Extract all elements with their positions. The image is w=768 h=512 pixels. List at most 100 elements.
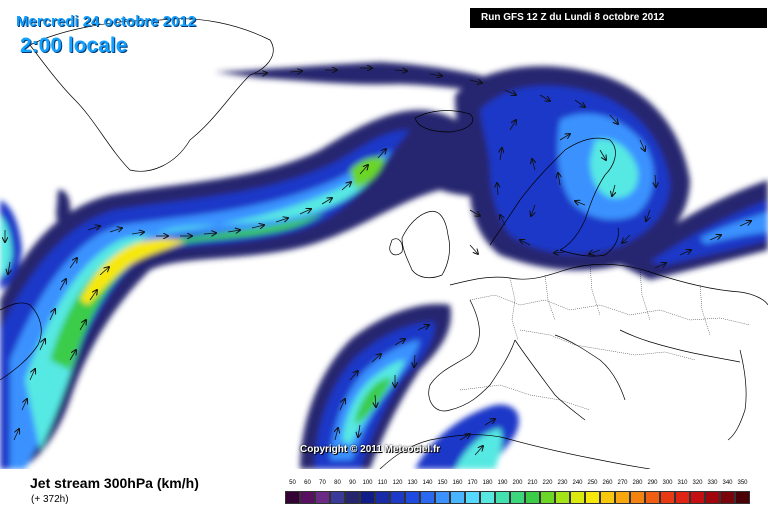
wind-arrow <box>109 228 122 232</box>
wind-arrow <box>679 250 691 256</box>
wind-arrow <box>575 201 586 205</box>
scale-value-label: 50 <box>289 480 296 486</box>
scale-swatch <box>630 491 645 504</box>
scale-value-label: 320 <box>692 480 703 486</box>
border-layer <box>459 264 751 411</box>
scale-swatch <box>450 491 465 504</box>
scale-value-label: 220 <box>542 480 553 486</box>
wind-arrow <box>358 424 360 437</box>
scandinavia-coast <box>489 137 616 251</box>
wind-arrow <box>87 226 100 230</box>
wind-arrow <box>49 309 55 321</box>
jet-band-layer <box>0 62 768 469</box>
wind-arrow <box>359 165 368 175</box>
north-america-coast <box>0 302 42 381</box>
legend-panel <box>0 469 768 512</box>
wind-arrow <box>339 399 345 411</box>
wind-arrow <box>558 173 560 186</box>
wind-arrow <box>655 174 656 187</box>
wind-arrow <box>8 261 10 274</box>
wind-arrow <box>131 232 144 234</box>
forecast-date: Mercredi 24 octobre 2012 <box>16 13 197 30</box>
scale-swatch <box>420 491 435 504</box>
wind-arrow <box>469 244 478 254</box>
coastline-layer <box>0 18 768 469</box>
scale-swatch <box>585 491 600 504</box>
europe-coast <box>428 263 768 421</box>
jet-band-east-outer <box>620 180 768 280</box>
wind-arrow <box>377 149 386 159</box>
wind-arrow <box>394 70 407 71</box>
wind-arrow <box>589 250 601 254</box>
scale-value-label: 60 <box>304 480 311 486</box>
scale-value-label: 350 <box>737 480 748 486</box>
scale-swatch <box>540 491 555 504</box>
wind-arrow <box>459 434 470 441</box>
wind-arrow <box>599 149 606 160</box>
run-info-text: Run GFS 12 Z du Lundi 8 octobre 2012 <box>481 12 665 23</box>
wind-arrow <box>39 339 45 351</box>
wind-arrow <box>69 258 77 269</box>
wind-arrow <box>504 89 516 95</box>
scale-value-label: 340 <box>722 480 733 486</box>
lead-time: (+ 372h) <box>31 494 69 505</box>
color-scale: 50 60 70 80 90 100 110 120 130 140 150 160 170 180 190… <box>285 480 753 510</box>
wind-arrow <box>79 320 86 331</box>
wind-arrow <box>429 74 442 76</box>
scale-swatch <box>660 491 675 504</box>
scale-swatch <box>525 491 540 504</box>
wind-arrow <box>469 209 480 216</box>
scale-swatch <box>510 491 525 504</box>
wind-arrow <box>254 73 267 74</box>
run-info-banner: Run GFS 12 Z du Lundi 8 octobre 2012 <box>470 8 767 28</box>
wind-arrow <box>622 234 631 243</box>
border-line <box>509 264 711 341</box>
wind-arrow <box>21 399 27 411</box>
wind-arrow <box>654 263 666 269</box>
wind-arrow <box>474 446 483 456</box>
jet-band-iberia-green <box>355 377 392 424</box>
scale-value-label: 280 <box>632 480 643 486</box>
scale-value-label: 240 <box>572 480 583 486</box>
scale-swatch <box>330 491 345 504</box>
africa-coast <box>379 434 651 469</box>
scale-swatch <box>570 491 585 504</box>
scale-value-label: 90 <box>349 480 356 486</box>
scale-value-label: 120 <box>392 480 403 486</box>
wind-arrow <box>484 419 495 426</box>
wind-arrow <box>417 325 429 331</box>
copyright-notice: Copyright © 2011 Meteociel.fr <box>300 444 441 455</box>
wind-arrow <box>639 139 645 151</box>
scale-value-label: 170 <box>467 480 478 486</box>
scale-value-label: 100 <box>362 480 373 486</box>
scale-swatch <box>495 491 510 504</box>
scale-swatch <box>390 491 405 504</box>
scale-value-label: 300 <box>662 480 673 486</box>
scale-value-label: 250 <box>587 480 598 486</box>
wind-arrow <box>59 279 66 291</box>
scale-swatch <box>675 491 690 504</box>
wind-arrow <box>29 369 35 381</box>
jet-band-green <box>50 212 325 370</box>
scale-swatch <box>360 491 375 504</box>
scale-value-label: 150 <box>437 480 448 486</box>
wind-arrow <box>321 198 332 205</box>
scale-labels: 50 60 70 80 90 100 110 120 130 140 150 160 170 180 190… <box>285 480 753 490</box>
scale-swatch <box>300 491 315 504</box>
wind-arrow <box>89 290 97 301</box>
scale-swatch <box>405 491 420 504</box>
jet-band-outer <box>0 110 540 469</box>
jet-band-north-branch <box>215 62 520 95</box>
wind-arrow <box>203 233 216 234</box>
scale-value-label: 200 <box>512 480 523 486</box>
scale-value-label: 290 <box>647 480 658 486</box>
wind-arrow <box>574 99 585 107</box>
scale-swatch <box>285 491 300 504</box>
jet-band-yellow <box>80 239 185 305</box>
scale-swatch <box>465 491 480 504</box>
wind-arrow <box>559 134 570 141</box>
scale-swatch <box>480 491 495 504</box>
scale-swatches <box>285 491 753 504</box>
scale-swatch <box>345 491 360 504</box>
wind-arrow <box>349 371 358 381</box>
